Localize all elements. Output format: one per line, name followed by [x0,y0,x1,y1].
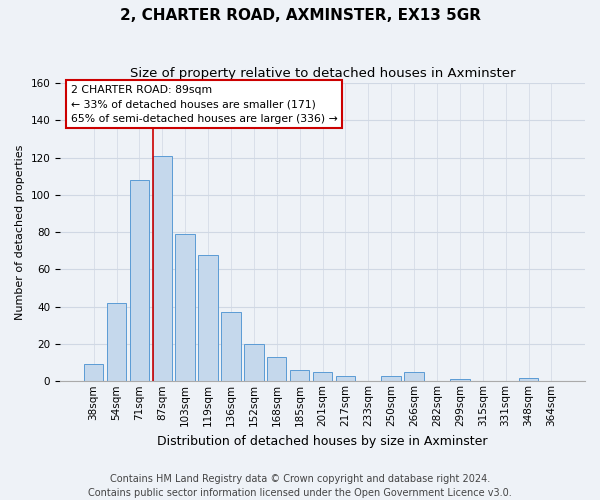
Bar [519,378,538,382]
Bar [313,372,332,382]
Bar [130,180,149,382]
Text: 2 CHARTER ROAD: 89sqm
← 33% of detached houses are smaller (171)
65% of semi-det: 2 CHARTER ROAD: 89sqm ← 33% of detached … [71,84,337,124]
Title: Size of property relative to detached houses in Axminster: Size of property relative to detached ho… [130,68,515,80]
Text: Contains HM Land Registry data © Crown copyright and database right 2024.
Contai: Contains HM Land Registry data © Crown c… [88,474,512,498]
X-axis label: Distribution of detached houses by size in Axminster: Distribution of detached houses by size … [157,434,488,448]
Bar [175,234,195,382]
Bar [152,156,172,382]
Bar [221,312,241,382]
Bar [84,364,103,382]
Bar [107,303,126,382]
Y-axis label: Number of detached properties: Number of detached properties [15,144,25,320]
Bar [335,376,355,382]
Bar [244,344,263,382]
Bar [290,370,310,382]
Bar [404,372,424,382]
Bar [382,376,401,382]
Bar [450,380,470,382]
Bar [267,357,286,382]
Text: 2, CHARTER ROAD, AXMINSTER, EX13 5GR: 2, CHARTER ROAD, AXMINSTER, EX13 5GR [119,8,481,22]
Bar [199,254,218,382]
